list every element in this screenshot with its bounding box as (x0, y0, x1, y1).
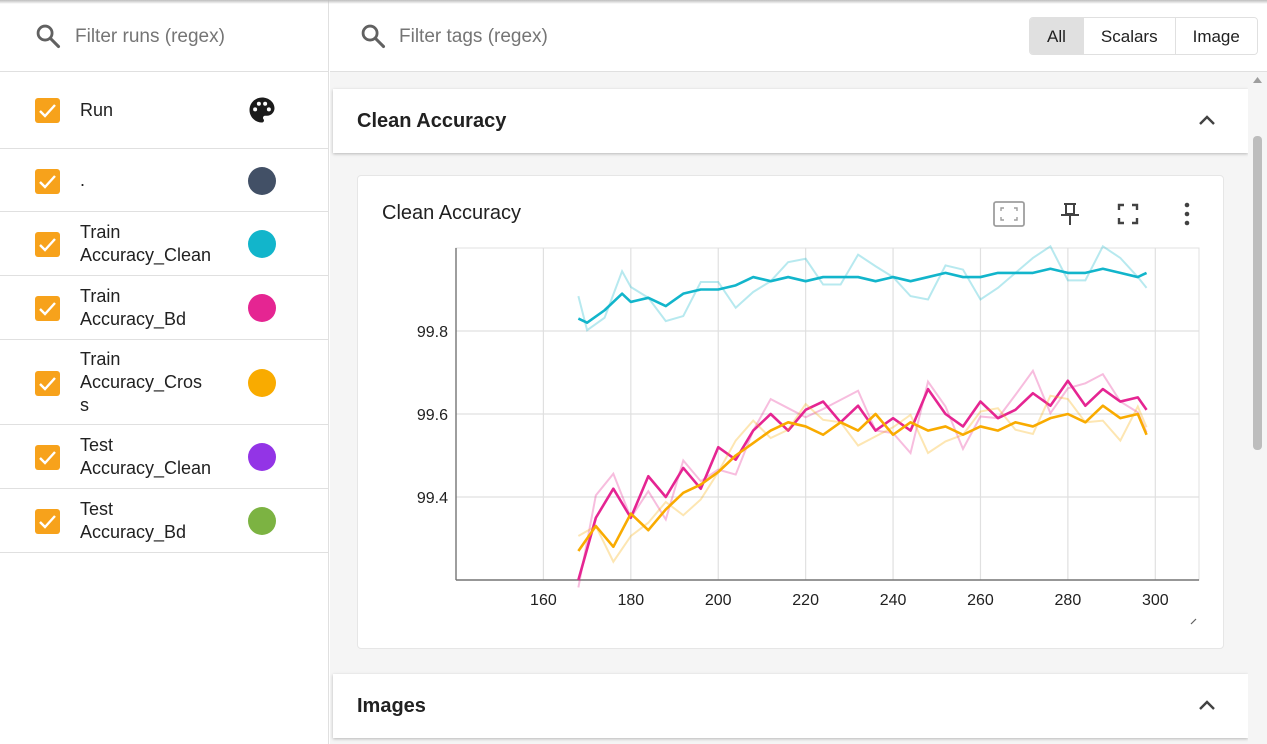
x-tick-label: 240 (880, 592, 907, 609)
run-color-swatch[interactable] (248, 507, 276, 535)
plugin-tabs: All Scalars Image (1029, 17, 1258, 55)
y-tick-label: 99.4 (417, 490, 448, 507)
run-label-line: Accuracy_Clean (80, 245, 212, 265)
search-icon (361, 24, 386, 49)
x-tick-label: 280 (1055, 592, 1082, 609)
scroll-thumb[interactable] (1253, 136, 1262, 450)
chevron-up-icon[interactable] (1195, 694, 1219, 718)
series-line (577, 267, 1148, 324)
run-label: Train Accuracy_Clean (80, 221, 211, 267)
run-label-line: Train (80, 286, 121, 306)
check-icon (39, 104, 56, 118)
tab-scalars[interactable]: Scalars (1083, 18, 1176, 54)
check-icon (39, 238, 56, 252)
x-tick-label: 200 (705, 592, 732, 609)
fit-domain-icon[interactable] (992, 200, 1026, 228)
y-tick-label: 99.8 (417, 324, 448, 341)
section-header-images[interactable]: Images (333, 674, 1248, 738)
tab-image[interactable]: Image (1175, 18, 1257, 54)
series-raw-line (577, 244, 1148, 332)
run-label-line: Accuracy_Bd (80, 309, 187, 329)
y-tick-label: 99.6 (417, 407, 448, 424)
palette-icon[interactable] (247, 95, 277, 125)
check-icon (39, 451, 56, 465)
chart-card: Clean Accuracy 160 180 200 220 240 260 280 300 9… (357, 175, 1224, 649)
run-label: Train Accuracy_Bd (80, 285, 186, 331)
run-label-line: Accuracy_Cros (80, 372, 203, 392)
run-row[interactable]: Train Accuracy_Bd (0, 276, 328, 340)
tags-search-input[interactable]: Filter tags (regex) (399, 26, 548, 47)
check-icon (39, 175, 56, 189)
tags-toolbar: Filter tags (regex) All Scalars Image (330, 0, 1267, 72)
run-checkbox[interactable] (35, 371, 60, 396)
more-vert-icon[interactable] (1170, 200, 1204, 228)
section-title: Clean Accuracy (357, 110, 507, 132)
run-color-swatch[interactable] (248, 230, 276, 258)
pin-icon[interactable] (1053, 200, 1087, 228)
run-checkbox[interactable] (35, 296, 60, 321)
run-label-line: Train (80, 349, 121, 369)
run-checkbox[interactable] (35, 509, 60, 534)
run-color-swatch[interactable] (248, 294, 276, 322)
check-icon (39, 515, 56, 529)
run-label: Test Accuracy_Bd (80, 498, 186, 544)
resize-handle-icon (1190, 618, 1197, 625)
run-checkbox[interactable] (35, 169, 60, 194)
x-tick-label: 160 (530, 592, 557, 609)
run-checkbox[interactable] (35, 445, 60, 470)
run-label-line: s (80, 395, 89, 415)
run-checkbox[interactable] (35, 232, 60, 257)
x-tick-label: 260 (967, 592, 994, 609)
select-all-checkbox[interactable] (35, 98, 60, 123)
x-tick-label: 180 (617, 592, 644, 609)
series-line (577, 379, 1148, 581)
runs-header-row: Run (0, 72, 328, 149)
run-row[interactable]: Test Accuracy_Clean (0, 425, 328, 489)
run-label: . (80, 169, 85, 192)
runs-panel: Filter runs (regex) Run . Train Accuracy_C… (0, 0, 329, 744)
x-tick-label: 220 (792, 592, 819, 609)
run-label-line: Train (80, 222, 121, 242)
section-header-clean-accuracy[interactable]: Clean Accuracy (333, 89, 1248, 153)
run-label-line: . (80, 170, 86, 190)
chevron-up-icon[interactable] (1195, 109, 1219, 133)
series-raw-line (577, 368, 1148, 588)
run-label-line: Test (80, 499, 114, 519)
top-shadow (0, 0, 1267, 4)
run-header-label: Run (80, 100, 114, 120)
search-icon (36, 24, 61, 49)
section-title: Images (357, 695, 426, 717)
fullscreen-icon[interactable] (1111, 200, 1145, 228)
scroll-up-icon[interactable] (1253, 76, 1262, 84)
run-row[interactable]: Test Accuracy_Bd (0, 489, 328, 553)
check-icon (39, 377, 56, 391)
run-row[interactable]: Train Accuracy_Clean (0, 212, 328, 276)
run-color-swatch[interactable] (248, 369, 276, 397)
run-color-swatch[interactable] (248, 167, 276, 195)
line-chart[interactable]: 160 180 200 220 240 260 280 300 99.4 99.6 99.8 (358, 176, 1225, 650)
check-icon (39, 302, 56, 316)
run-row[interactable]: . (0, 149, 328, 212)
run-label: Test Accuracy_Clean (80, 434, 211, 480)
run-label-line: Test (80, 435, 114, 455)
run-label-line: Accuracy_Clean (80, 458, 212, 478)
series-line (577, 404, 1148, 552)
run-label-line: Accuracy_Bd (80, 522, 187, 542)
runs-search[interactable]: Filter runs (regex) (0, 0, 328, 72)
runs-search-input[interactable]: Filter runs (regex) (75, 26, 225, 47)
x-tick-label: 300 (1142, 592, 1169, 609)
series-raw-line (577, 394, 1148, 564)
scrollbar[interactable] (1248, 72, 1267, 744)
run-color-swatch[interactable] (248, 443, 276, 471)
main-panel: Filter tags (regex) All Scalars Image Cl… (330, 0, 1267, 744)
tab-all[interactable]: All (1030, 18, 1084, 54)
card-title: Clean Accuracy (382, 202, 521, 224)
